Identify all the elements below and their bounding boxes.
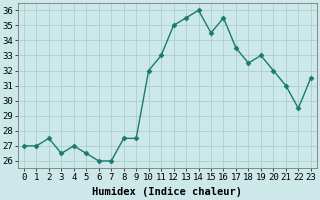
X-axis label: Humidex (Indice chaleur): Humidex (Indice chaleur) xyxy=(92,187,242,197)
